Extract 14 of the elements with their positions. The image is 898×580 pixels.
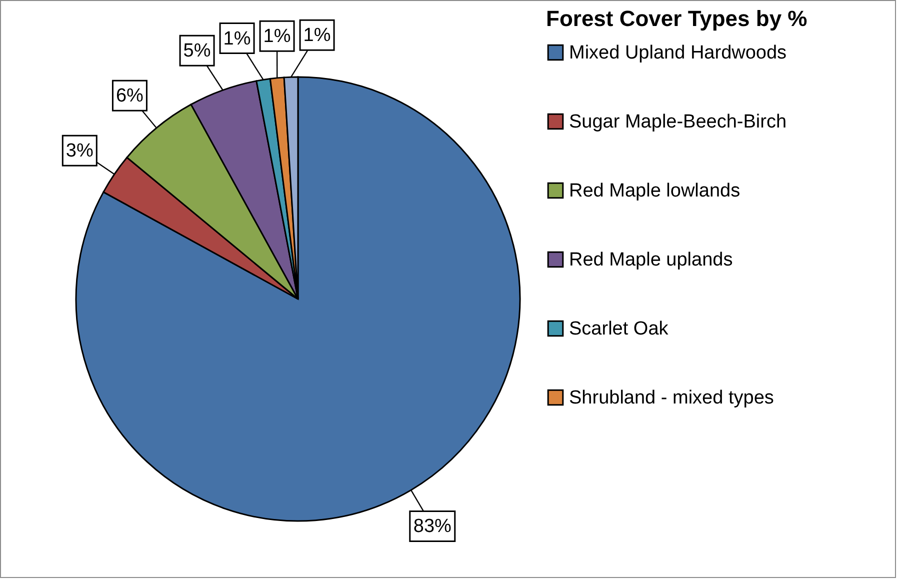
legend-label: Scarlet Oak [569,318,669,340]
data-label: 1% [223,28,251,50]
data-label: 6% [116,86,144,107]
data-label: 83% [413,516,452,538]
data-label: 3% [66,140,94,162]
legend-label: Shrubland - mixed types [569,388,774,408]
legend-label: Red Maple lowlands [569,180,740,202]
data-label: 1% [263,26,291,48]
data-label: 1% [303,25,331,46]
data-label: 5% [183,40,211,62]
legend-title: Forest Cover Types by % [546,6,808,31]
legend-label: Mixed Upland Hardwoods [569,42,787,64]
legend-label: Sugar Maple-Beech-Birch [569,112,787,132]
legend-label: Red Maple uplands [569,250,733,270]
